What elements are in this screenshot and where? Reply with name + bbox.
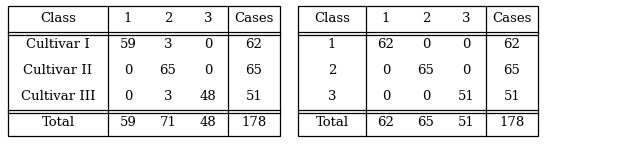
- Text: 0: 0: [124, 65, 132, 78]
- Text: 51: 51: [458, 117, 474, 130]
- Text: 3: 3: [164, 39, 172, 52]
- Text: 0: 0: [204, 65, 212, 78]
- Text: 59: 59: [120, 39, 136, 52]
- Text: Cultivar III: Cultivar III: [20, 91, 95, 104]
- Text: Total: Total: [42, 117, 75, 130]
- Text: 1: 1: [328, 39, 336, 52]
- Text: 1: 1: [124, 13, 132, 26]
- Text: 48: 48: [200, 117, 216, 130]
- Text: 59: 59: [120, 117, 136, 130]
- Text: 51: 51: [458, 91, 474, 104]
- Text: 0: 0: [462, 65, 470, 78]
- Text: Class: Class: [40, 13, 76, 26]
- Text: 0: 0: [422, 39, 430, 52]
- Text: 65: 65: [417, 65, 435, 78]
- Text: 2: 2: [328, 65, 336, 78]
- Text: 65: 65: [246, 65, 262, 78]
- Text: 62: 62: [378, 117, 394, 130]
- Text: 62: 62: [246, 39, 262, 52]
- Text: Cultivar I: Cultivar I: [26, 39, 90, 52]
- Text: 0: 0: [462, 39, 470, 52]
- Text: 2: 2: [422, 13, 430, 26]
- Text: 62: 62: [504, 39, 520, 52]
- Text: 0: 0: [204, 39, 212, 52]
- Text: 0: 0: [382, 65, 390, 78]
- Text: Cultivar II: Cultivar II: [24, 65, 93, 78]
- Text: 51: 51: [246, 91, 262, 104]
- Bar: [298, 6, 538, 136]
- Text: 51: 51: [504, 91, 520, 104]
- Text: 65: 65: [504, 65, 520, 78]
- Text: 3: 3: [461, 13, 470, 26]
- Text: 0: 0: [124, 91, 132, 104]
- Text: 0: 0: [422, 91, 430, 104]
- Text: 65: 65: [417, 117, 435, 130]
- Text: 65: 65: [159, 65, 177, 78]
- Text: 1: 1: [382, 13, 390, 26]
- Text: 62: 62: [378, 39, 394, 52]
- Text: 3: 3: [204, 13, 212, 26]
- Text: Total: Total: [316, 117, 349, 130]
- Text: Cases: Cases: [492, 13, 532, 26]
- Text: 71: 71: [159, 117, 177, 130]
- Text: 48: 48: [200, 91, 216, 104]
- Text: Class: Class: [314, 13, 350, 26]
- Text: 178: 178: [241, 117, 267, 130]
- Bar: [8, 6, 280, 136]
- Text: 178: 178: [499, 117, 525, 130]
- Text: 2: 2: [164, 13, 172, 26]
- Text: 0: 0: [382, 91, 390, 104]
- Text: 3: 3: [328, 91, 336, 104]
- Text: Cases: Cases: [234, 13, 274, 26]
- Text: 3: 3: [164, 91, 172, 104]
